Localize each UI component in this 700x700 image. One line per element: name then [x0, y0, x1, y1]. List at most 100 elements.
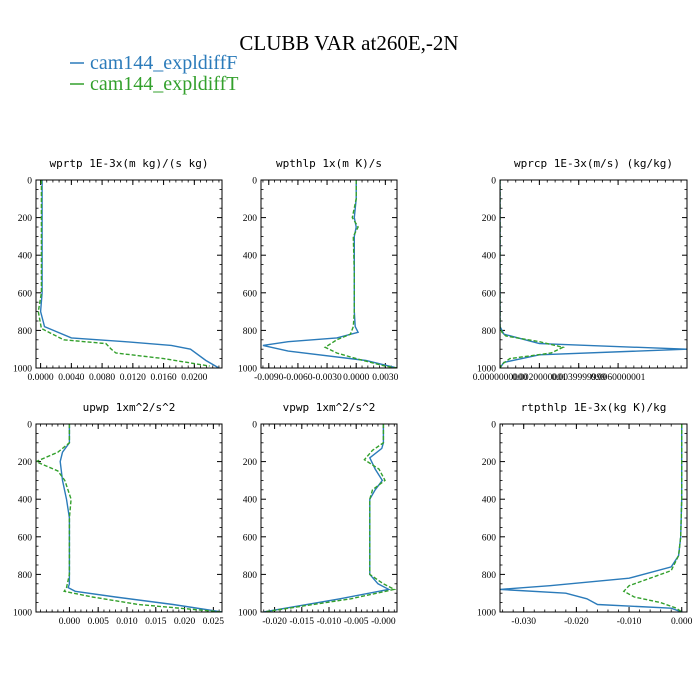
figure-title: CLUBB VAR at260E,-2N: [239, 31, 458, 55]
plot-frame: [499, 423, 688, 613]
y-tick-label: 200: [18, 214, 33, 224]
series-line-expldiffT: [36, 424, 222, 612]
x-tick-label: 0.0080: [89, 373, 115, 383]
y-tick-label: 200: [243, 214, 258, 224]
series-line-expldiffF: [262, 180, 397, 368]
x-tick-label: 0.010: [116, 617, 138, 627]
x-tick-label: 0.0040: [58, 373, 84, 383]
series-line-expldiffT: [500, 180, 566, 368]
y-tick-label: 1000: [238, 365, 257, 375]
plot-frame: [35, 179, 223, 369]
x-tick-label: -0.010: [617, 617, 642, 627]
chart-panel-2: wpthlp 1x(m K)/s 0 200 400 600 800 1000-0.0090…: [238, 157, 399, 383]
y-tick-label: 800: [243, 571, 258, 581]
x-tick-label: 0.0030: [372, 373, 398, 383]
x-tick-label: -0.015: [290, 617, 315, 627]
legend-label-t: cam144_expldiffT: [90, 73, 238, 95]
x-tick-label: 0.0120: [120, 373, 146, 383]
x-tick-label: -0.030: [511, 617, 536, 627]
x-tick-label: 0.000: [671, 617, 693, 627]
y-tick-label: 1000: [13, 609, 32, 619]
series-line-expldiffT: [323, 180, 397, 368]
y-tick-label: 0: [27, 177, 32, 187]
y-tick-label: 800: [18, 571, 33, 581]
series-line-expldiffF: [59, 424, 222, 612]
y-tick-label: 0: [491, 421, 496, 431]
panel-title: rtpthlp 1E-3x(kg K)/kg: [521, 401, 667, 414]
y-tick-label: 800: [18, 327, 33, 337]
y-tick-label: 200: [482, 214, 497, 224]
y-tick-label: 0: [252, 421, 257, 431]
y-tick-label: 400: [482, 252, 497, 262]
legend: cam144_expldiffF cam144_expldiffT: [70, 52, 238, 95]
y-tick-label: 600: [18, 289, 33, 299]
panel-title: upwp 1xm^2/s^2: [83, 401, 176, 414]
y-tick-label: 800: [482, 571, 497, 581]
panel-title: vpwp 1xm^2/s^2: [283, 401, 376, 414]
x-tick-label: 0.025: [203, 617, 225, 627]
y-tick-label: 1000: [13, 365, 32, 375]
x-tick-label: 0.015: [145, 617, 167, 627]
panel-title: wpthlp 1x(m K)/s: [276, 157, 382, 170]
x-tick-label: 0.0000000000: [473, 373, 528, 383]
plot-frame: [35, 423, 223, 613]
y-tick-label: 200: [243, 458, 258, 468]
y-tick-label: 600: [18, 533, 33, 543]
x-tick-label: 0.005: [88, 617, 110, 627]
x-tick-label: -0.020: [262, 617, 287, 627]
y-tick-label: 0: [491, 177, 496, 187]
plot-frame: [499, 179, 688, 369]
y-tick-label: 600: [243, 533, 258, 543]
x-tick-label: 0.0039999999: [551, 373, 606, 383]
chart-panel-1: wprtp 1E-3x(m kg)/(s kg) 0 200 400 600 800 100…: [13, 157, 223, 383]
panel-title: wprtp 1E-3x(m kg)/(s kg): [50, 157, 209, 170]
x-tick-label: -0.010: [317, 617, 342, 627]
x-tick-label: 0.000: [59, 617, 81, 627]
x-tick-label: 0.020: [174, 617, 196, 627]
y-tick-label: 600: [243, 289, 258, 299]
x-tick-label: -0.0030: [312, 373, 342, 383]
x-tick-label: -0.000: [371, 617, 396, 627]
chart-panel-4: upwp 1xm^2/s^2 0 200 400 600 800 1000 0.000 0.00…: [13, 401, 224, 627]
series-line-expldiffF: [263, 424, 391, 612]
x-tick-label: -0.0060: [283, 373, 313, 383]
y-tick-label: 400: [18, 252, 33, 262]
y-tick-label: 1000: [238, 609, 257, 619]
y-tick-label: 1000: [477, 365, 496, 375]
y-tick-label: 1000: [477, 609, 496, 619]
x-tick-label: -0.005: [344, 617, 369, 627]
y-tick-label: 200: [482, 458, 497, 468]
y-tick-label: 800: [243, 327, 258, 337]
x-tick-label: 0.0020000001: [512, 373, 567, 383]
y-tick-label: 200: [18, 458, 33, 468]
chart-panel-3: wprcp 1E-3x(m/s) (kg/kg) 0 200 400 600 800 100…: [473, 157, 688, 383]
y-tick-label: 0: [27, 421, 32, 431]
legend-label-f: cam144_expldiffF: [90, 52, 237, 74]
y-tick-label: 600: [482, 533, 497, 543]
panels: wprtp 1E-3x(m kg)/(s kg) 0 200 400 600 800 100…: [13, 157, 693, 627]
y-tick-label: 400: [482, 496, 497, 506]
x-tick-label: -0.020: [564, 617, 589, 627]
y-tick-label: 0: [252, 177, 257, 187]
x-tick-label: 0.0000: [343, 373, 369, 383]
y-tick-label: 400: [243, 496, 258, 506]
series-line-expldiffF: [500, 424, 683, 612]
chart-panel-6: rtpthlp 1E-3x(kg K)/kg 0 200 400 600 800 1000 -…: [477, 401, 693, 627]
series-line-expldiffT: [622, 424, 683, 612]
y-tick-label: 600: [482, 289, 497, 299]
y-tick-label: 400: [18, 496, 33, 506]
y-tick-label: 800: [482, 327, 497, 337]
plot-frame: [260, 423, 398, 613]
x-tick-label: 0.0200: [181, 373, 207, 383]
x-tick-label: -0.0090: [254, 373, 284, 383]
series-line-expldiffT: [263, 424, 397, 612]
x-tick-label: 0.0060000001: [591, 373, 646, 383]
x-tick-label: 0.0160: [151, 373, 177, 383]
plot-frame: [260, 179, 398, 369]
y-tick-label: 400: [243, 252, 258, 262]
x-tick-label: 0.0000: [28, 373, 54, 383]
series-line-expldiffT: [37, 180, 210, 367]
panel-title: wprcp 1E-3x(m/s) (kg/kg): [514, 157, 673, 170]
